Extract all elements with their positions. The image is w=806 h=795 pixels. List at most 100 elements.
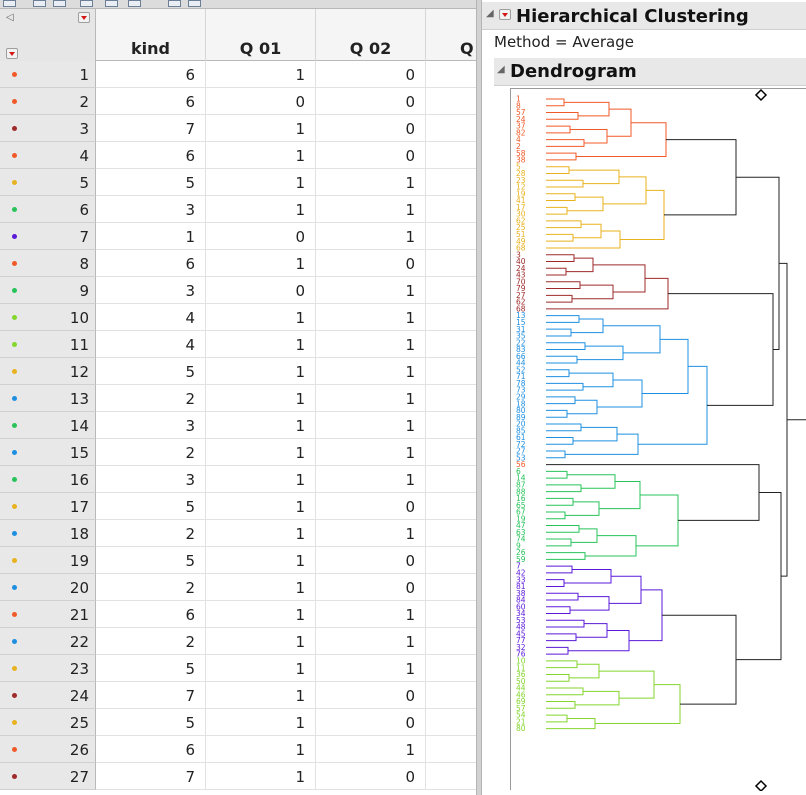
cell-q02[interactable]: 1 (316, 331, 426, 358)
dendrogram-leaf-label[interactable]: 33 (516, 575, 526, 584)
cell-kind[interactable]: 3 (96, 196, 206, 223)
dendrogram-leaf-label[interactable]: 56 (516, 460, 526, 469)
cell-q03[interactable] (426, 61, 476, 88)
cell-q03[interactable] (426, 763, 476, 790)
table-row[interactable]: 8 6 1 0 (0, 250, 476, 277)
cell-q02[interactable]: 0 (316, 547, 426, 574)
table-row[interactable]: 9 3 0 1 (0, 277, 476, 304)
dendrogram-leaf-label[interactable]: 22 (516, 338, 526, 347)
row-number-cell[interactable]: 22 (0, 628, 96, 655)
cell-q02[interactable]: 1 (316, 304, 426, 331)
cell-q02[interactable]: 1 (316, 439, 426, 466)
dendrogram-leaf-label[interactable]: 17 (516, 203, 526, 212)
dendrogram-leaf-label[interactable]: 53 (516, 616, 526, 625)
cell-q02[interactable]: 1 (316, 169, 426, 196)
cell-q01[interactable]: 1 (206, 763, 316, 790)
dendrogram-leaf-label[interactable]: 40 (516, 257, 526, 266)
table-row[interactable]: 13 2 1 1 (0, 385, 476, 412)
cell-q03[interactable] (426, 493, 476, 520)
cell-q01[interactable]: 1 (206, 142, 316, 169)
dendrogram-leaf-label[interactable]: 19 (516, 189, 526, 198)
cell-q03[interactable] (426, 412, 476, 439)
column-header-q03[interactable]: Q (426, 9, 476, 61)
cell-q03[interactable] (426, 655, 476, 682)
dendrogram-leaf-label[interactable]: 73 (516, 386, 526, 395)
row-number-cell[interactable]: 17 (0, 493, 96, 520)
table-row[interactable]: 19 5 1 0 (0, 547, 476, 574)
dendrogram-leaf-label[interactable]: 5 (516, 162, 521, 171)
cell-kind[interactable]: 6 (96, 736, 206, 763)
cell-q01[interactable]: 1 (206, 304, 316, 331)
dendrogram-leaf-label[interactable]: 27 (516, 447, 526, 456)
cell-q01[interactable]: 1 (206, 196, 316, 223)
table-menu-red-triangle-icon[interactable] (78, 12, 90, 23)
cell-q03[interactable] (426, 466, 476, 493)
table-row[interactable]: 11 4 1 1 (0, 331, 476, 358)
table-row[interactable]: 27 7 1 0 (0, 763, 476, 790)
row-number-cell[interactable]: 8 (0, 250, 96, 277)
cell-q01[interactable]: 1 (206, 169, 316, 196)
dendrogram-leaf-label[interactable]: 30 (516, 210, 526, 219)
cell-q02[interactable]: 1 (316, 736, 426, 763)
row-number-cell[interactable]: 5 (0, 169, 96, 196)
cell-kind[interactable]: 3 (96, 466, 206, 493)
column-header-kind[interactable]: kind (96, 9, 206, 61)
cell-q03[interactable] (426, 250, 476, 277)
cell-q03[interactable] (426, 547, 476, 574)
row-number-cell[interactable]: 3 (0, 115, 96, 142)
cell-kind[interactable]: 2 (96, 574, 206, 601)
dendrogram-leaf-label[interactable]: 42 (516, 569, 526, 578)
dendrogram-leaf-label[interactable]: 78 (516, 379, 526, 388)
row-number-cell[interactable]: 10 (0, 304, 96, 331)
dendrogram-leaf-label[interactable]: 62 (516, 216, 526, 225)
cell-q01[interactable]: 1 (206, 385, 316, 412)
table-row[interactable]: 15 2 1 1 (0, 439, 476, 466)
dendrogram-leaf-label[interactable]: 84 (516, 596, 526, 605)
table-row[interactable]: 24 7 1 0 (0, 682, 476, 709)
dendrogram-leaf-label[interactable]: 13 (516, 311, 526, 320)
dendrogram-leaf-label[interactable]: 9 (516, 541, 521, 550)
cell-kind[interactable]: 2 (96, 520, 206, 547)
dendrogram-leaf-label[interactable]: 38 (516, 156, 526, 165)
dendrogram-leaf-label[interactable]: 77 (516, 636, 526, 645)
dendrogram-plot[interactable]: 1857243782425838528231219411730622551496… (511, 89, 806, 791)
cell-q02[interactable]: 1 (316, 655, 426, 682)
dendrogram-leaf-label[interactable]: 44 (516, 684, 526, 693)
cell-q01[interactable]: 1 (206, 574, 316, 601)
dendrogram-leaf-label[interactable]: 2 (516, 142, 521, 151)
dendrogram-leaf-label[interactable]: 25 (516, 223, 526, 232)
dendrogram-leaf-label[interactable]: 8 (516, 101, 521, 110)
cell-q02[interactable]: 0 (316, 493, 426, 520)
dendrogram-leaf-label[interactable]: 52 (516, 365, 526, 374)
dendrogram-leaf-label[interactable]: 12 (516, 183, 526, 192)
cell-q01[interactable]: 1 (206, 655, 316, 682)
row-number-cell[interactable]: 23 (0, 655, 96, 682)
dendrogram-leaf-label[interactable]: 69 (516, 697, 526, 706)
row-number-cell[interactable]: 15 (0, 439, 96, 466)
cell-q01[interactable]: 1 (206, 331, 316, 358)
cell-q01[interactable]: 0 (206, 88, 316, 115)
dendrogram-leaf-label[interactable]: 24 (516, 115, 526, 124)
table-toolbar-icon[interactable] (53, 0, 66, 7)
dendrogram-leaf-label[interactable]: 34 (516, 609, 526, 618)
dendrogram-leaf-label[interactable]: 68 (516, 244, 526, 253)
cell-q02[interactable]: 0 (316, 142, 426, 169)
table-row[interactable]: 4 6 1 0 (0, 142, 476, 169)
row-number-cell[interactable]: 24 (0, 682, 96, 709)
row-number-cell[interactable]: 18 (0, 520, 96, 547)
column-header-q01[interactable]: Q 01 (206, 9, 316, 61)
cell-q02[interactable]: 0 (316, 250, 426, 277)
cell-q01[interactable]: 0 (206, 277, 316, 304)
cell-q02[interactable]: 1 (316, 358, 426, 385)
cell-q01[interactable]: 1 (206, 466, 316, 493)
cell-q03[interactable] (426, 358, 476, 385)
dendrogram-leaf-label[interactable]: 53 (516, 453, 526, 462)
table-toolbar-icon[interactable] (33, 0, 46, 7)
dendrogram-leaf-label[interactable]: 26 (516, 548, 526, 557)
cell-q03[interactable] (426, 331, 476, 358)
table-row[interactable]: 5 5 1 1 (0, 169, 476, 196)
row-number-cell[interactable]: 25 (0, 709, 96, 736)
dendrogram-leaf-label[interactable]: 85 (516, 426, 526, 435)
table-row[interactable]: 2 6 0 0 (0, 88, 476, 115)
dendrogram-leaf-label[interactable]: 68 (516, 304, 526, 313)
